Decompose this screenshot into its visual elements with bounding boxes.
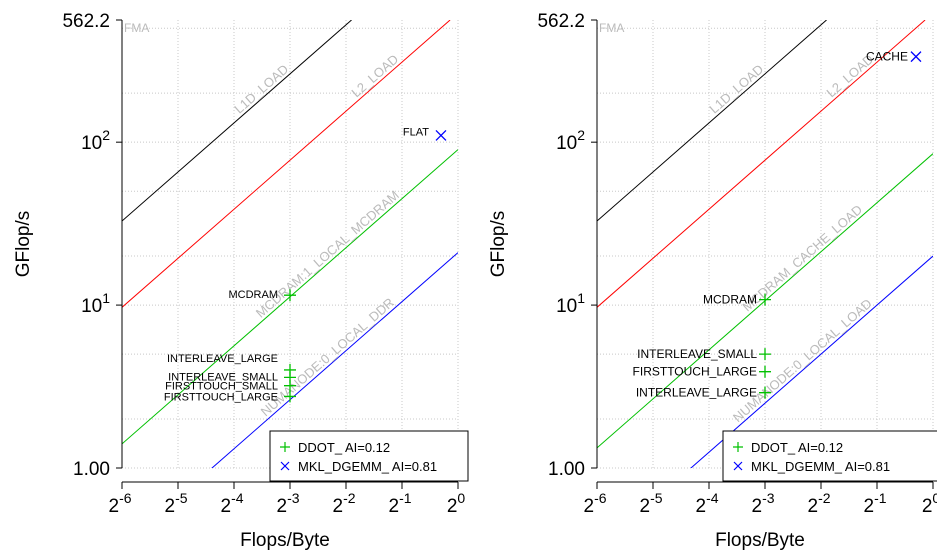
plus-marker — [759, 293, 771, 306]
plus-marker — [759, 365, 771, 378]
x-tick-label: 2-4 — [695, 490, 718, 517]
legend-plus-marker — [733, 442, 743, 452]
y-axis-label: GFlop/s — [488, 211, 509, 278]
x-marker — [910, 51, 922, 63]
x-tick-label: 20 — [922, 490, 937, 517]
y-tick-label: 1.00 — [548, 459, 585, 480]
legend-label: DDOT_ AI=0.12 — [298, 440, 390, 455]
x-tick-label: 20 — [447, 490, 466, 517]
x-tick-label: 2-1 — [388, 490, 411, 517]
roofline-chart-1: L1D_LOAD L2_LOADMCDRAM:1_LOCAL_MCDRAMNUMA… — [13, 11, 469, 551]
roof-lines — [597, 20, 933, 468]
point-label: INTERLEAVE_LARGE — [167, 353, 278, 365]
roof-label: L1D_LOAD — [706, 61, 766, 116]
y-tick-label: 102 — [556, 127, 585, 154]
x-tick-label: 2-4 — [220, 490, 243, 517]
point-label: FIRSTTOUCH_LARGE — [164, 391, 278, 403]
compute-roof-label: FMA — [599, 21, 624, 35]
point-label: INTERLEAVE_SMALL — [168, 371, 278, 383]
y-tick-label: 102 — [81, 127, 110, 154]
roof-line — [122, 20, 352, 222]
point-label: INTERLEAVE_LARGE — [636, 386, 757, 400]
point-label: MCDRAM — [703, 293, 757, 307]
roof-label: NUMANODE:0_LOCAL_DDR — [258, 295, 397, 420]
point-label: FIRSTTOUCH_SMALL — [165, 381, 278, 393]
data-points: CACHE MCDRAM INTERLEAVE_SMALL FIRSTTOUCH_LA… — [633, 50, 922, 400]
x-tick-label: 2-5 — [164, 490, 187, 517]
compute-roof-label: FMA — [124, 21, 149, 35]
point-label: INTERLEAVE_SMALL — [637, 347, 757, 361]
x-tick-label: 2-6 — [108, 490, 131, 517]
data-points: FLAT MCDRAM INTERLEAVE_LARGE INTERLEAVE_SMA… — [164, 126, 447, 403]
y-tick-label: 562.2 — [537, 11, 585, 32]
roof-line — [597, 20, 827, 222]
roof-line — [690, 255, 933, 468]
x-axis-label: Flops/Byte — [715, 530, 805, 551]
legend: DDOT_ AI=0.12 MKL_DGEMM_ AI=0.81 — [722, 430, 937, 482]
roof-label: L1D_LOAD — [231, 61, 291, 116]
point-label: CACHE — [866, 50, 908, 64]
x-tick-label: 2-5 — [639, 490, 662, 517]
y-tick-label: 101 — [81, 290, 110, 317]
plus-marker — [759, 348, 771, 361]
legend-x-marker — [280, 461, 290, 471]
x-tick-label: 2-3 — [276, 490, 299, 517]
legend: DDOT_ AI=0.12 MKL_DGEMM_ AI=0.81 — [269, 430, 469, 482]
roof-line — [122, 20, 451, 308]
x-tick-label: 2-3 — [751, 490, 774, 517]
point-label: MCDRAM — [229, 289, 279, 301]
y-tick-label: 101 — [556, 290, 585, 317]
plus-marker — [759, 386, 771, 399]
legend-plus-marker — [280, 442, 290, 452]
legend-label: MKL_DGEMM_ AI=0.81 — [298, 459, 437, 474]
plus-marker — [284, 289, 296, 302]
legend-box — [269, 430, 469, 482]
x-tick-label: 2-2 — [807, 490, 830, 517]
legend-box — [722, 430, 937, 482]
point-label: FIRSTTOUCH_LARGE — [633, 365, 757, 379]
y-tick-label: 1.00 — [73, 459, 110, 480]
plus-marker — [284, 379, 296, 392]
grid — [121, 20, 459, 469]
legend-label: MKL_DGEMM_ AI=0.81 — [751, 459, 890, 474]
legend-x-marker — [733, 461, 743, 471]
x-axis-label: Flops/Byte — [240, 530, 330, 551]
x-marker — [435, 129, 447, 141]
x-tick-label: 2-6 — [583, 490, 606, 517]
roofline-chart-2: L1D_LOAD L2_LOADMCDRAM_CACHE_LOADNUMANODE… — [488, 11, 937, 551]
y-axis-label: GFlop/s — [13, 211, 34, 278]
y-tick-label: 562.2 — [62, 11, 110, 32]
point-label: FLAT — [403, 126, 429, 138]
roof-label: MCDRAM_CACHE_LOAD — [740, 202, 866, 315]
x-tick-label: 2-1 — [863, 490, 886, 517]
x-tick-label: 2-2 — [332, 490, 355, 517]
legend-label: DDOT_ AI=0.12 — [751, 440, 843, 455]
roof-line — [597, 20, 926, 308]
plus-marker — [284, 390, 296, 403]
